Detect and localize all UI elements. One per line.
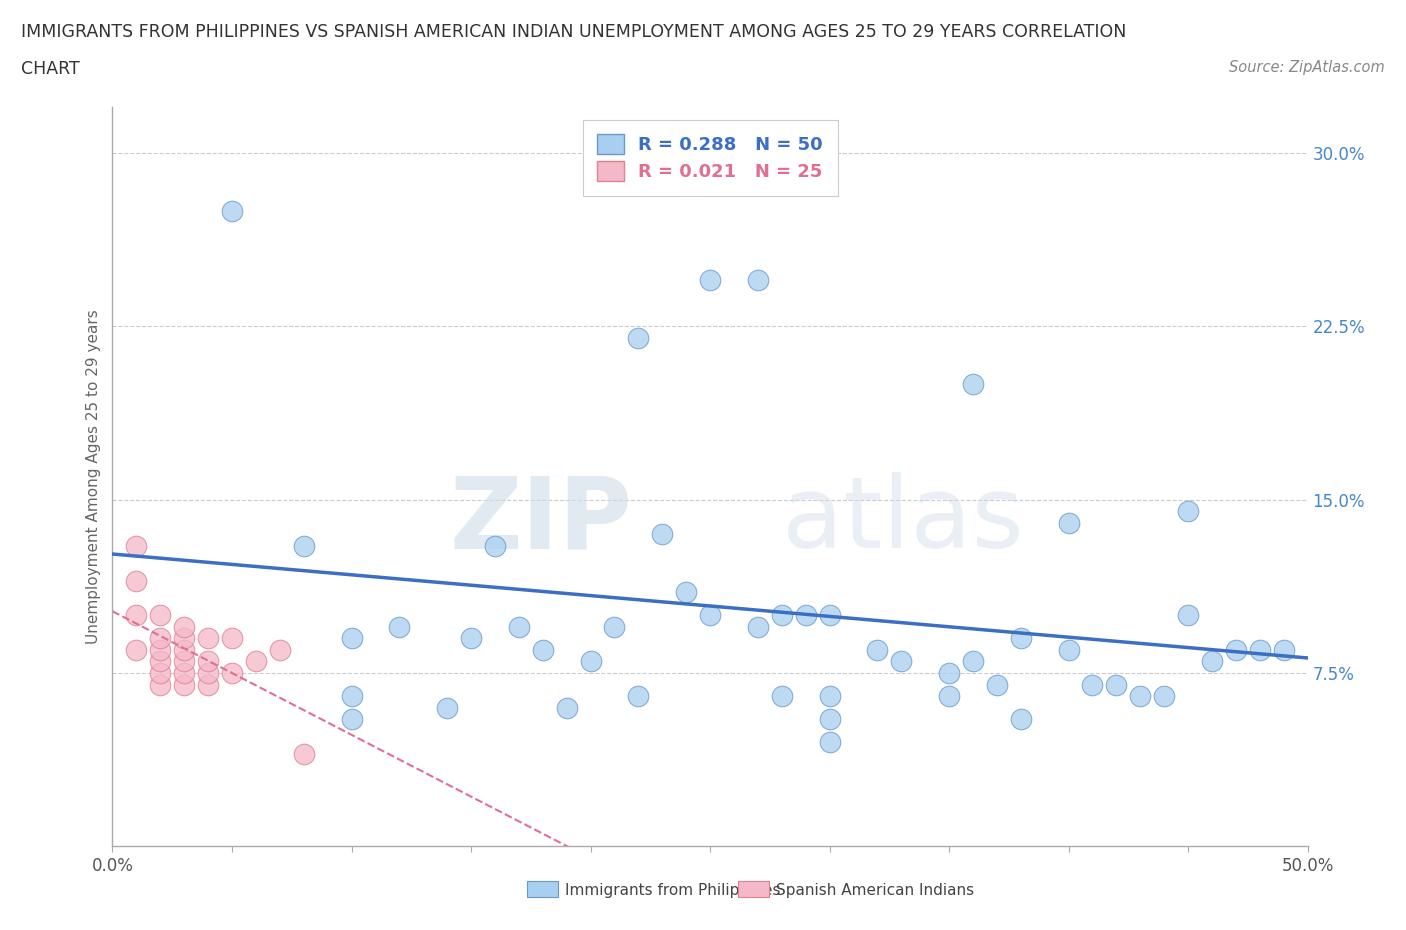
Point bbox=[747, 272, 769, 287]
Point bbox=[1057, 643, 1080, 658]
Point bbox=[173, 666, 195, 681]
Legend: R = 0.288   N = 50, R = 0.021   N = 25: R = 0.288 N = 50, R = 0.021 N = 25 bbox=[582, 120, 838, 195]
Point bbox=[818, 711, 841, 726]
Point bbox=[197, 677, 219, 692]
Point bbox=[508, 619, 530, 634]
Point bbox=[938, 666, 960, 681]
Point bbox=[770, 689, 793, 704]
Point bbox=[938, 689, 960, 704]
Point bbox=[1249, 643, 1271, 658]
Point bbox=[818, 689, 841, 704]
Text: Spanish American Indians: Spanish American Indians bbox=[776, 884, 974, 898]
Point bbox=[125, 608, 148, 623]
Point bbox=[1177, 504, 1199, 519]
Point bbox=[484, 538, 506, 553]
Point bbox=[651, 527, 673, 542]
Y-axis label: Unemployment Among Ages 25 to 29 years: Unemployment Among Ages 25 to 29 years bbox=[86, 310, 101, 644]
Point bbox=[818, 735, 841, 750]
Text: Immigrants from Philippines: Immigrants from Philippines bbox=[565, 884, 780, 898]
Point bbox=[197, 666, 219, 681]
Point bbox=[747, 619, 769, 634]
Point bbox=[1081, 677, 1104, 692]
Point bbox=[245, 654, 267, 669]
Point bbox=[1225, 643, 1247, 658]
Point bbox=[125, 643, 148, 658]
Text: ZIP: ZIP bbox=[450, 472, 633, 569]
Point bbox=[173, 654, 195, 669]
Point bbox=[173, 631, 195, 645]
Point bbox=[149, 631, 172, 645]
Point bbox=[699, 608, 721, 623]
Point bbox=[197, 654, 219, 669]
Point bbox=[962, 377, 984, 392]
Point bbox=[1129, 689, 1152, 704]
Point bbox=[890, 654, 912, 669]
Point bbox=[1010, 631, 1032, 645]
Point bbox=[818, 608, 841, 623]
Point bbox=[149, 677, 172, 692]
Point bbox=[627, 330, 650, 345]
Point bbox=[460, 631, 482, 645]
Point bbox=[579, 654, 602, 669]
Point bbox=[794, 608, 817, 623]
Point bbox=[675, 585, 697, 600]
Point bbox=[125, 573, 148, 588]
Point bbox=[1105, 677, 1128, 692]
Point bbox=[1272, 643, 1295, 658]
Point bbox=[866, 643, 889, 658]
Text: CHART: CHART bbox=[21, 60, 80, 78]
Point bbox=[173, 643, 195, 658]
Point bbox=[149, 654, 172, 669]
Point bbox=[555, 700, 578, 715]
Point bbox=[149, 643, 172, 658]
Point bbox=[1201, 654, 1223, 669]
Point bbox=[627, 689, 650, 704]
Point bbox=[1153, 689, 1175, 704]
Point bbox=[1057, 515, 1080, 530]
Point bbox=[221, 204, 243, 219]
Text: IMMIGRANTS FROM PHILIPPINES VS SPANISH AMERICAN INDIAN UNEMPLOYMENT AMONG AGES 2: IMMIGRANTS FROM PHILIPPINES VS SPANISH A… bbox=[21, 23, 1126, 41]
Point bbox=[292, 538, 315, 553]
Point bbox=[962, 654, 984, 669]
Point bbox=[292, 747, 315, 762]
Point bbox=[1010, 711, 1032, 726]
Point bbox=[173, 619, 195, 634]
Point bbox=[770, 608, 793, 623]
Text: Source: ZipAtlas.com: Source: ZipAtlas.com bbox=[1229, 60, 1385, 75]
Point bbox=[531, 643, 554, 658]
Point bbox=[699, 272, 721, 287]
Point bbox=[125, 538, 148, 553]
Point bbox=[221, 666, 243, 681]
Point bbox=[173, 677, 195, 692]
Point bbox=[340, 711, 363, 726]
Point bbox=[1177, 608, 1199, 623]
Point bbox=[986, 677, 1008, 692]
Point bbox=[149, 666, 172, 681]
Point bbox=[388, 619, 411, 634]
Point bbox=[149, 608, 172, 623]
Point bbox=[340, 689, 363, 704]
Point bbox=[221, 631, 243, 645]
Text: atlas: atlas bbox=[782, 472, 1024, 569]
Point bbox=[269, 643, 291, 658]
Point bbox=[436, 700, 458, 715]
Point bbox=[340, 631, 363, 645]
Point bbox=[197, 631, 219, 645]
Point bbox=[603, 619, 626, 634]
